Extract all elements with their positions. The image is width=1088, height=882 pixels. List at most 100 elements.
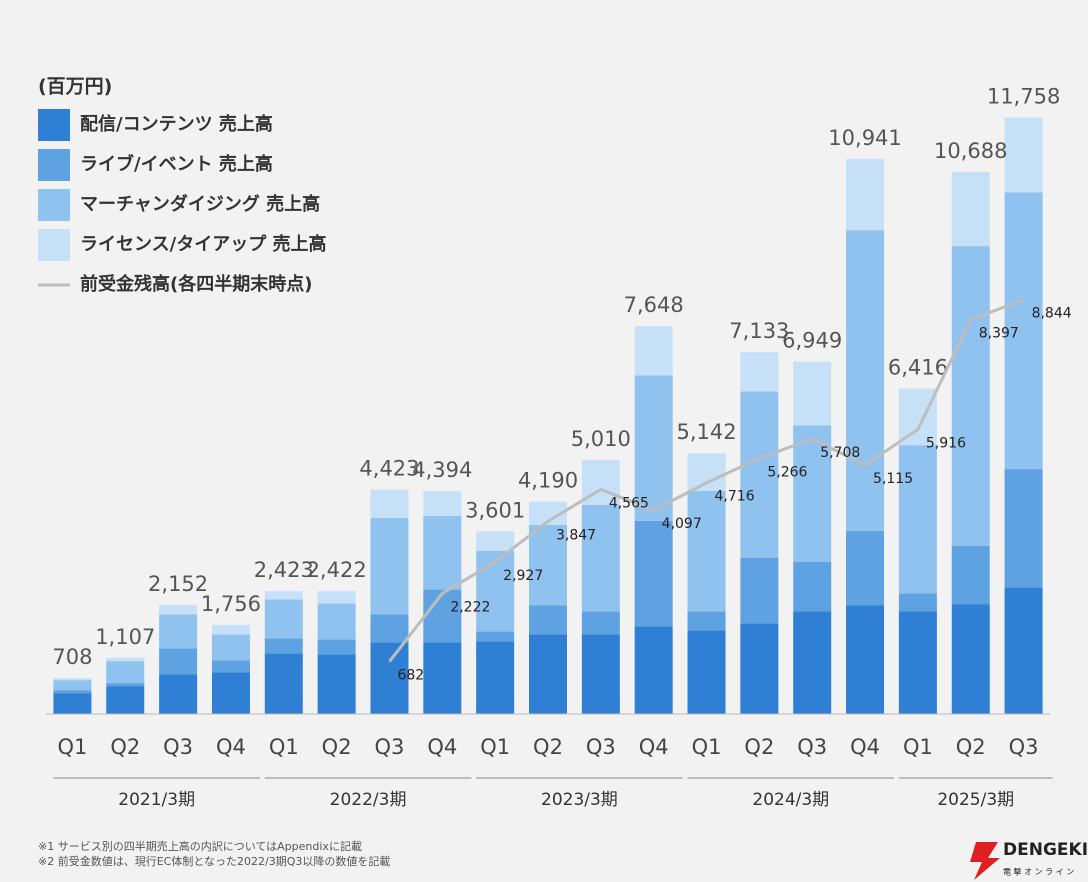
legend-label: ライセンス/タイアップ 売上高 (80, 233, 326, 255)
bar-segment (634, 326, 673, 376)
total-label: 10,688 (934, 139, 1007, 163)
bar-segment (740, 352, 779, 392)
bar-segment (317, 603, 356, 640)
x-tick-label: Q3 (163, 735, 193, 759)
group-label: 2023/3期 (541, 790, 618, 810)
bar-segment (317, 639, 356, 655)
x-tick-label: Q1 (269, 735, 299, 759)
note: ※2 前受金数値は、現行EC体制となった2022/3期Q3以降の数値を記載 (38, 854, 390, 868)
legend-label: マーチャンダイジング 売上高 (80, 193, 320, 215)
bar-segment (687, 611, 726, 631)
total-label: 3,601 (465, 498, 525, 522)
total-label: 11,758 (987, 85, 1060, 109)
bar-segment (423, 642, 462, 714)
bar-segment (370, 489, 409, 518)
logo-subtitle: 電 撃 オ ン ラ イ ン (1003, 867, 1074, 877)
bar-segment (740, 391, 779, 558)
bar-segment (476, 641, 515, 714)
logo-icon (970, 842, 1000, 880)
bar-segment (898, 388, 937, 446)
logo-title: DENGEKI ONLINE (1003, 840, 1088, 860)
line-label: 2,927 (503, 568, 543, 584)
bar-segment (159, 614, 198, 649)
bar-segment (423, 589, 462, 643)
x-tick-label: Q2 (956, 735, 986, 759)
bar-segment (1004, 587, 1043, 714)
legend-swatch (38, 149, 70, 181)
total-label: 6,416 (888, 356, 948, 380)
x-tick-label: Q1 (692, 735, 722, 759)
bar-segment (951, 545, 990, 605)
line-label: 8,844 (1032, 306, 1072, 322)
bar-segment (476, 631, 515, 642)
total-label: 708 (52, 645, 92, 669)
bar-segment (740, 557, 779, 624)
bar-segment (211, 660, 250, 673)
line-label: 5,115 (873, 471, 913, 487)
bar-segment (264, 599, 303, 639)
bar-segment (53, 678, 92, 681)
total-label: 4,423 (359, 457, 419, 481)
x-tick-label: Q1 (480, 735, 510, 759)
bar-segment (951, 246, 990, 546)
x-tick-label: Q2 (322, 735, 352, 759)
bar-segment (846, 230, 885, 531)
line-label: 4,716 (715, 489, 755, 505)
bar-segment (634, 375, 673, 521)
x-tick-label: Q3 (375, 735, 405, 759)
note: ※1 サービス別の四半期売上高の内訳についてはAppendixに記載 (38, 839, 362, 853)
legend-label: 配信/コンテンツ 売上高 (80, 113, 273, 135)
unit-label: (百万円) (38, 76, 112, 98)
total-label: 5,142 (676, 420, 736, 444)
group-label: 2024/3期 (752, 790, 829, 810)
x-tick-label: Q2 (744, 735, 774, 759)
line-label: 5,708 (820, 445, 860, 461)
x-tick-label: Q2 (110, 735, 140, 759)
bar-segment (476, 531, 515, 551)
total-label: 1,107 (95, 625, 155, 649)
bar-segment (529, 634, 567, 714)
total-label: 2,422 (307, 558, 367, 582)
bar-segment (846, 530, 885, 606)
bar-segment (634, 626, 673, 714)
bar-segment (793, 361, 832, 426)
x-tick-label: Q4 (427, 735, 457, 759)
bar-segment (687, 453, 726, 491)
total-label: 4,394 (412, 458, 472, 482)
bar-segment (53, 690, 92, 694)
total-label: 2,423 (254, 558, 314, 582)
bar-segment (317, 654, 356, 714)
bar-segment (634, 520, 673, 627)
bar-segment (898, 593, 937, 612)
legend-label: 前受金残高(各四半期末時点) (80, 273, 312, 295)
bar-segment (264, 591, 303, 600)
x-tick-label: Q3 (586, 735, 616, 759)
bar-segment (211, 672, 250, 714)
bar-segment (106, 686, 145, 714)
x-tick-label: Q3 (797, 735, 827, 759)
total-label: 7,133 (729, 319, 789, 343)
line-label: 4,565 (609, 495, 649, 511)
bar-segment (211, 624, 250, 635)
line-label: 2,222 (450, 599, 490, 615)
bar-segment (1004, 192, 1043, 470)
bar-segment (370, 517, 409, 615)
bar-segment (740, 623, 779, 714)
x-tick-label: Q1 (903, 735, 933, 759)
line-label: 5,266 (767, 464, 807, 480)
bar-segment (581, 611, 620, 635)
legend-swatch (38, 229, 70, 261)
bar-segment (159, 604, 198, 615)
group-label: 2025/3期 (937, 790, 1014, 810)
bar-segment (423, 491, 462, 516)
total-label: 1,756 (201, 592, 261, 616)
total-label: 2,152 (148, 572, 208, 596)
line (388, 298, 1025, 663)
bar-segment (370, 642, 409, 714)
bar-segment (529, 605, 567, 635)
legend-label: ライブ/イベント 売上高 (80, 153, 273, 175)
bar-segment (159, 674, 198, 714)
bar-segment (264, 638, 303, 654)
bar-segment (687, 490, 726, 612)
total-label: 7,648 (624, 293, 684, 317)
